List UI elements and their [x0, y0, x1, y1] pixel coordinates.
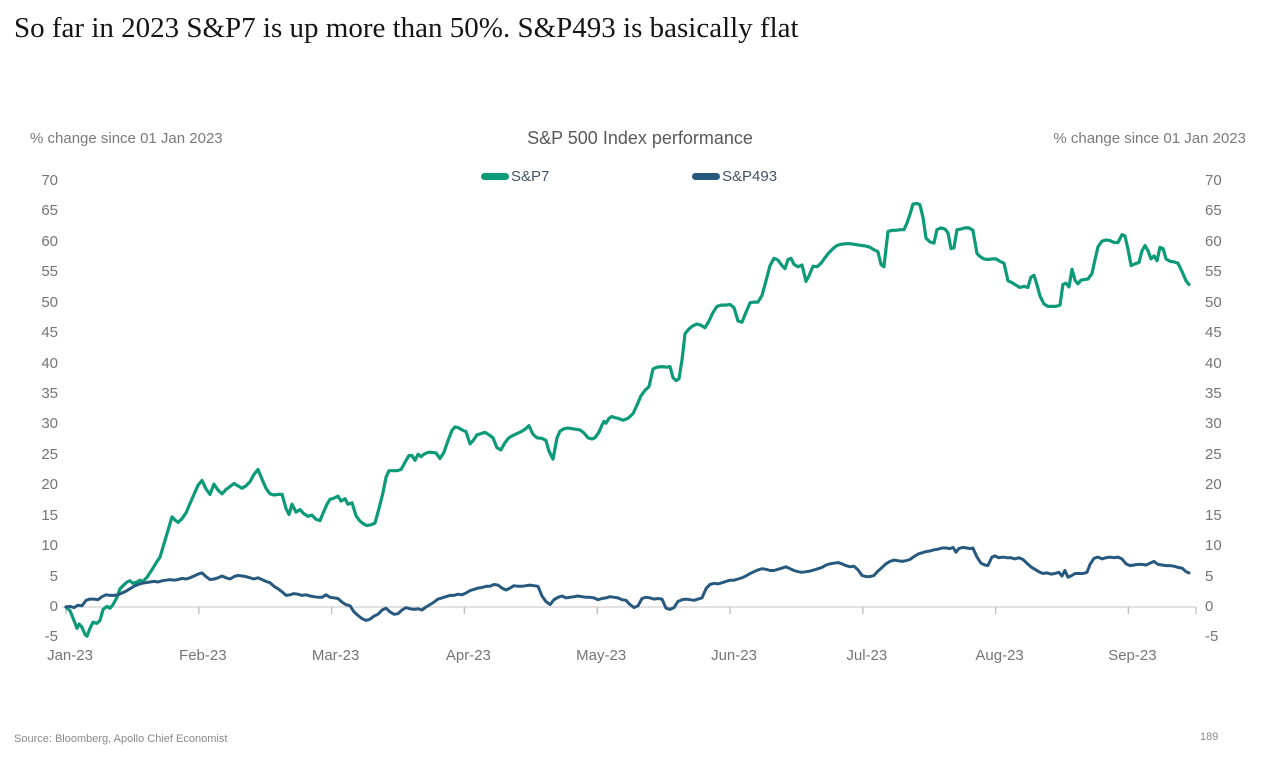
y-tick-label-left: 15: [41, 506, 58, 524]
y-tick-label-left: 40: [41, 354, 58, 372]
y-tick-label-left: 30: [41, 415, 58, 433]
y-tick-label-right: 25: [1205, 445, 1222, 463]
sp7-line-swatch-icon: [481, 173, 509, 180]
y-tick-label-left: 25: [41, 445, 58, 463]
apollo-logo-fragment: APOLLO: [1154, 0, 1264, 6]
x-tick-label: Feb-23: [179, 647, 227, 664]
legend-item-sp7: S&P7: [481, 168, 549, 185]
y-tick-label-left: 0: [49, 598, 58, 615]
x-tick-label: Jun-23: [711, 647, 757, 664]
y-tick-label-right: 10: [1205, 537, 1222, 555]
y-tick-label-right: 30: [1205, 415, 1222, 433]
y-tick-label-left: 65: [41, 202, 58, 220]
y-tick-label-left: 45: [41, 324, 58, 342]
y-tick-label-right: 15: [1205, 506, 1222, 524]
y-tick-label-right: 60: [1205, 232, 1222, 250]
y-tick-label-left: 70: [41, 172, 58, 189]
sp493-line-swatch-icon: [692, 173, 720, 180]
x-tick-label: Mar-23: [311, 647, 360, 664]
y-axis-label-right: % change since 01 Jan 2023: [1053, 130, 1246, 147]
legend-label-sp7: S&P7: [511, 168, 550, 185]
legend-label-sp493: S&P493: [722, 168, 778, 185]
y-tick-label-left: 55: [41, 263, 58, 281]
x-tick-label: Apr-23: [445, 647, 491, 664]
y-tick-label-left: 35: [41, 385, 58, 402]
y-tick-label-right: 70: [1205, 172, 1222, 189]
x-tick-label: Jul-23: [846, 647, 888, 664]
y-tick-label-left: 10: [41, 537, 58, 555]
chart-title: S&P 500 Index performance: [527, 128, 753, 148]
y-tick-label-left: 5: [49, 567, 58, 585]
sp7-line: [64, 201, 1191, 638]
y-tick-label-left: 60: [41, 232, 58, 250]
x-tick-label: Sep-23: [1108, 647, 1157, 664]
x-tick-label: Aug-23: [975, 647, 1024, 664]
x-tick-label: Jan-23: [47, 647, 93, 664]
y-tick-label-right: -5: [1205, 628, 1219, 646]
x-tick-label: May-23: [576, 647, 627, 664]
sp493-line: [64, 545, 1191, 622]
y-tick-label-right: 20: [1205, 476, 1222, 494]
line-chart: % change since 01 Jan 2023 S&P 500 Index…: [0, 100, 1280, 720]
y-tick-label-right: 40: [1205, 354, 1222, 372]
page-number: 189: [1200, 731, 1219, 743]
y-tick-label-right: 55: [1205, 263, 1222, 281]
y-tick-label-right: 45: [1205, 324, 1222, 342]
page-title: So far in 2023 S&P7 is up more than 50%.…: [14, 12, 799, 44]
legend-item-sp493: S&P493: [692, 168, 777, 185]
y-tick-label-right: 5: [1205, 567, 1214, 585]
y-axis-label-left: % change since 01 Jan 2023: [30, 130, 223, 147]
y-tick-label-right: 65: [1205, 202, 1222, 220]
y-tick-label-right: 0: [1205, 598, 1214, 615]
apollo-logo-text: APOLLO: [1154, 0, 1264, 5]
y-tick-label-right: 50: [1205, 293, 1222, 311]
y-tick-label-right: 35: [1205, 385, 1222, 402]
y-tick-label-left: 20: [41, 476, 58, 494]
y-tick-label-left: 50: [41, 293, 58, 311]
y-tick-label-left: -5: [44, 628, 58, 646]
plot-area: [62, 201, 1197, 638]
source-note: Source: Bloomberg, Apollo Chief Economis…: [14, 733, 228, 745]
